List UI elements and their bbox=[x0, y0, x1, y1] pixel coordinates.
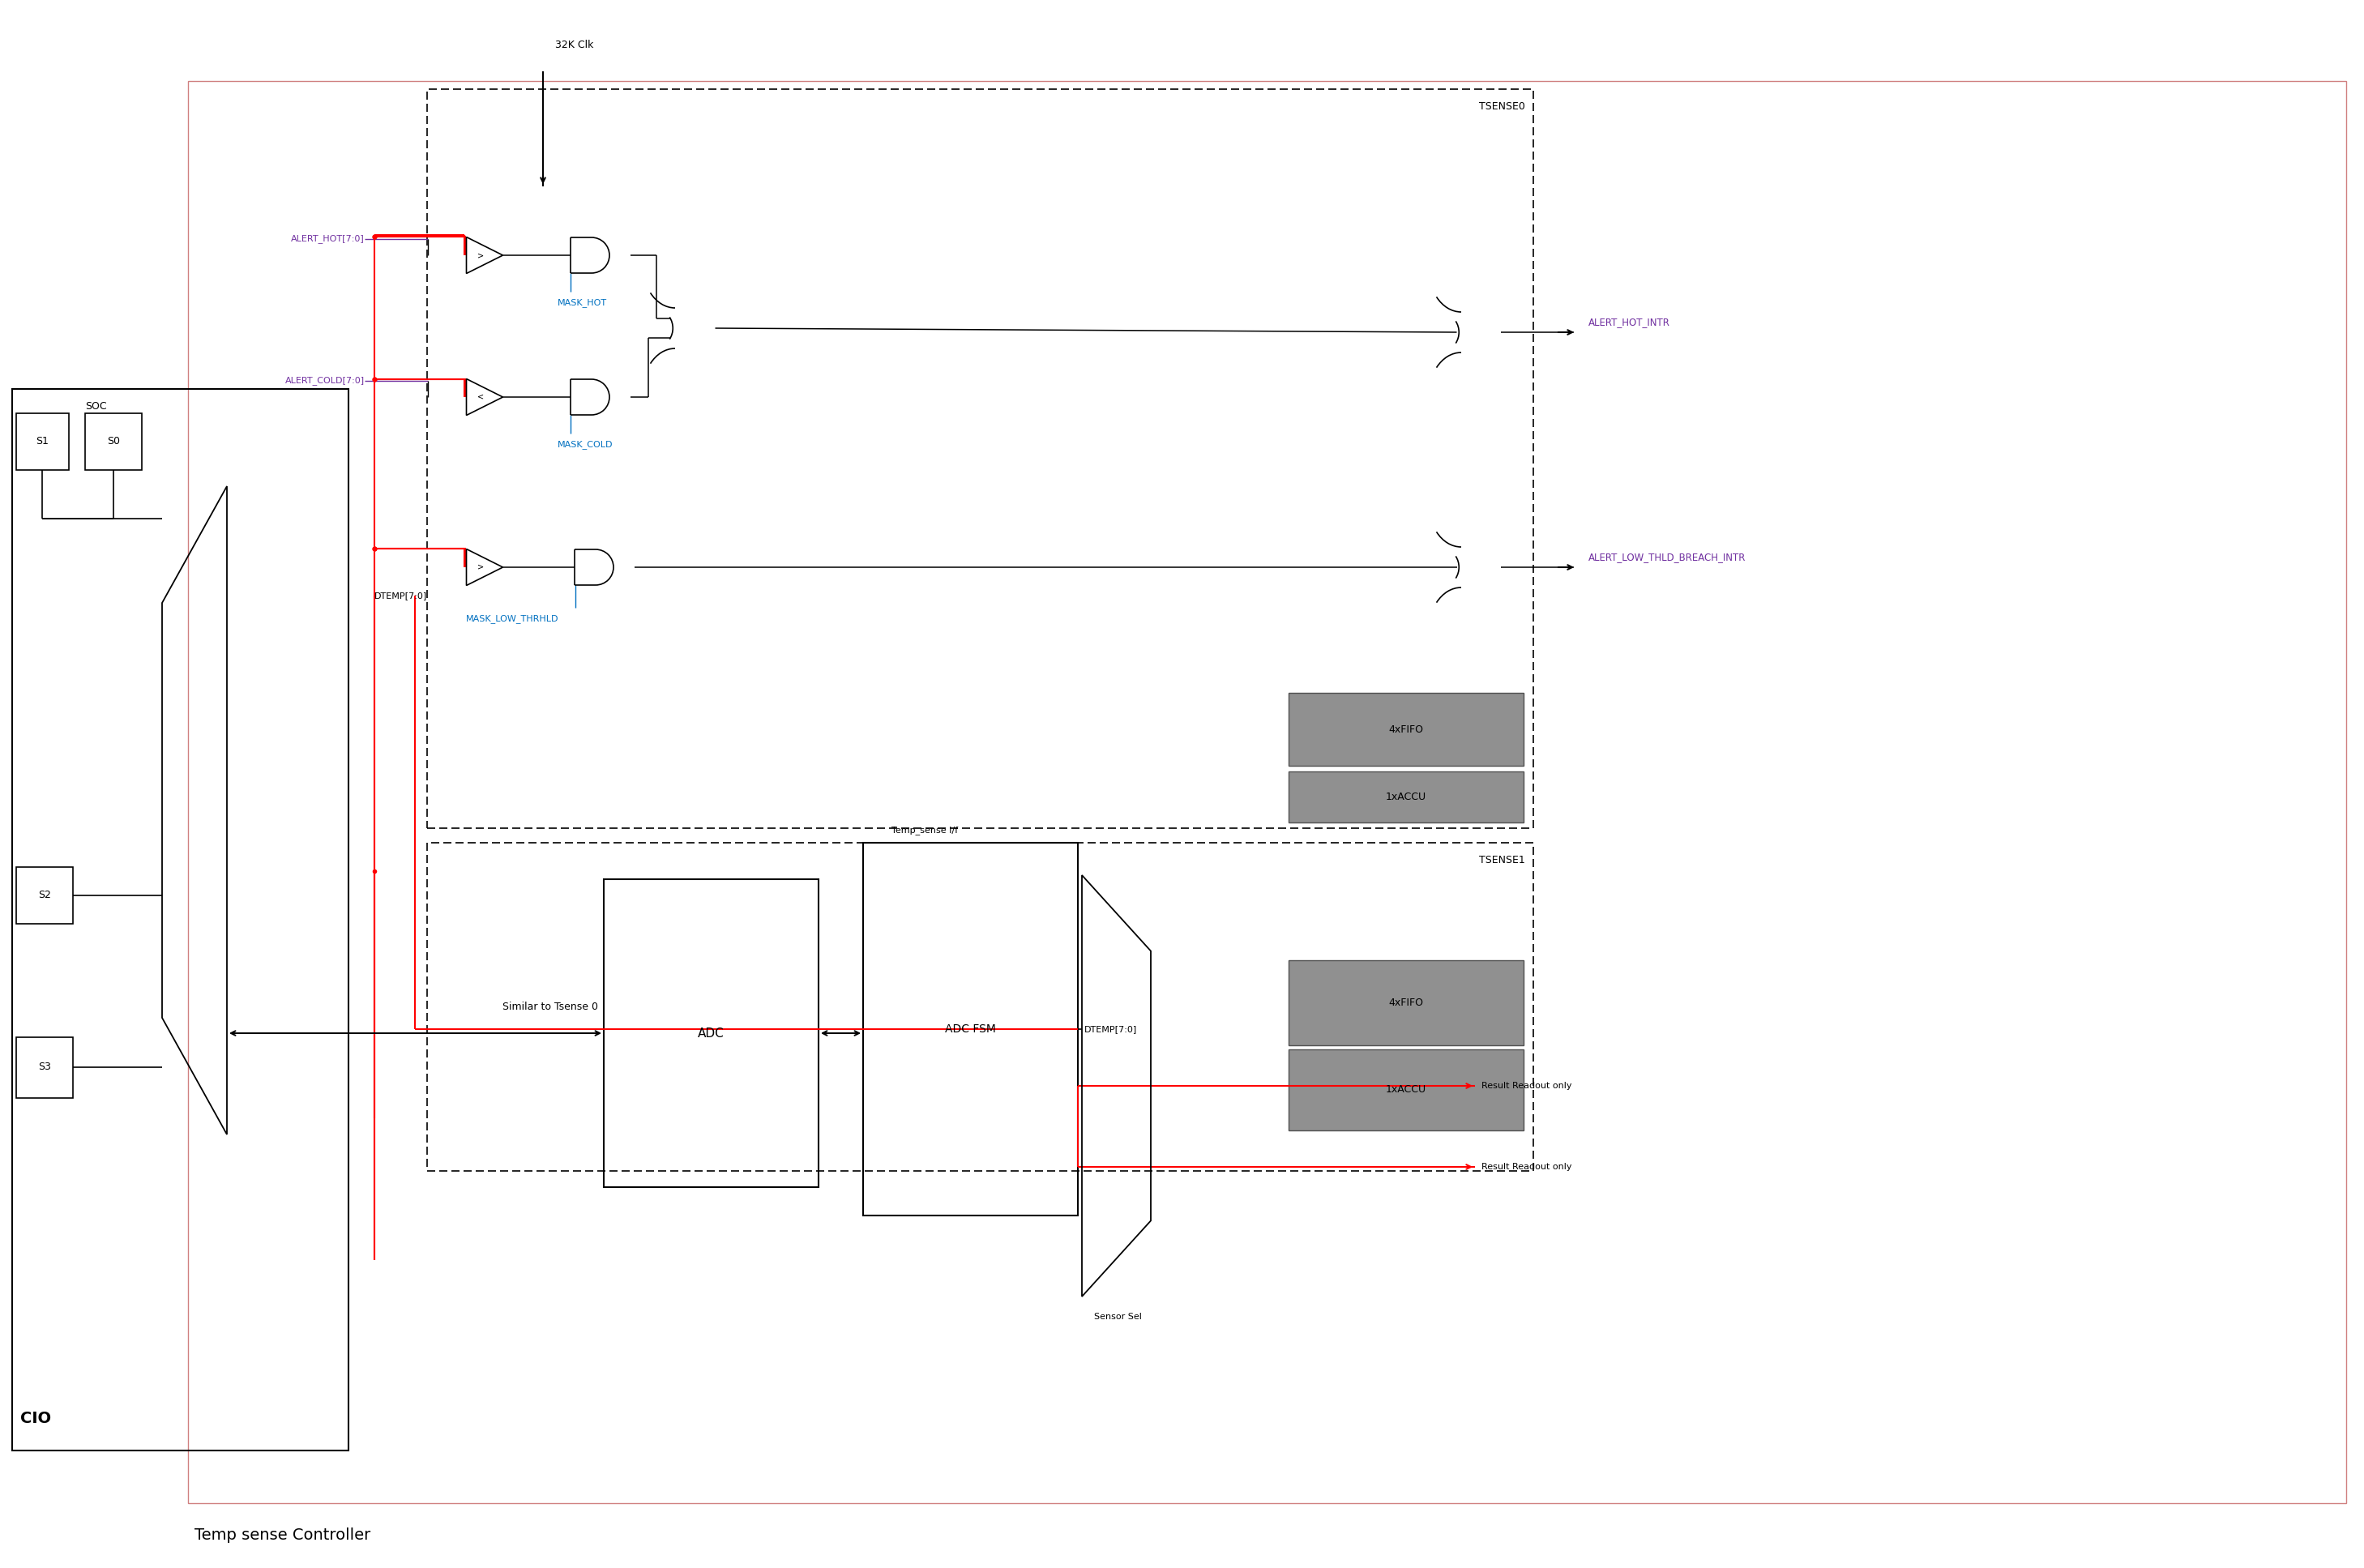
Text: ALERT_HOT_INTR: ALERT_HOT_INTR bbox=[1589, 317, 1671, 328]
Text: <: < bbox=[478, 394, 485, 401]
Bar bbox=[428, 842, 1534, 1171]
Bar bbox=[1288, 1049, 1522, 1131]
Text: Temp sense Controller: Temp sense Controller bbox=[194, 1527, 371, 1543]
Text: S3: S3 bbox=[38, 1062, 52, 1073]
Text: ADC FSM: ADC FSM bbox=[946, 1024, 995, 1035]
Text: 32K Clk: 32K Clk bbox=[556, 39, 593, 50]
Text: 4xFIFO: 4xFIFO bbox=[1388, 997, 1423, 1008]
Text: TSENSE1: TSENSE1 bbox=[1480, 855, 1525, 866]
Text: Similar to Tsense 0: Similar to Tsense 0 bbox=[504, 1002, 598, 1011]
Bar bbox=[1288, 771, 1522, 823]
Text: >: > bbox=[478, 563, 485, 571]
Text: CIO: CIO bbox=[21, 1411, 52, 1427]
Text: 4xFIFO: 4xFIFO bbox=[1388, 724, 1423, 734]
Bar bbox=[603, 880, 818, 1187]
Bar bbox=[17, 414, 69, 470]
Text: TSENSE0: TSENSE0 bbox=[1480, 102, 1525, 111]
Bar bbox=[428, 89, 1534, 828]
Text: MASK_COLD: MASK_COLD bbox=[558, 441, 612, 448]
Text: S2: S2 bbox=[38, 891, 52, 900]
Bar bbox=[1288, 693, 1522, 765]
Text: 1xACCU: 1xACCU bbox=[1385, 1085, 1425, 1094]
Bar bbox=[863, 842, 1078, 1215]
Text: MASK_HOT: MASK_HOT bbox=[558, 298, 608, 307]
Text: Sensor Sel: Sensor Sel bbox=[1095, 1312, 1142, 1320]
Text: ALERT_COLD[7:0]: ALERT_COLD[7:0] bbox=[286, 376, 364, 386]
Bar bbox=[1288, 960, 1522, 1046]
Text: SOC: SOC bbox=[85, 401, 106, 412]
Text: ALERT_HOT[7:0]: ALERT_HOT[7:0] bbox=[291, 235, 364, 243]
Text: DTEMP[7:0]: DTEMP[7:0] bbox=[374, 591, 428, 599]
Text: ADC: ADC bbox=[697, 1027, 723, 1040]
Text: DTEMP[7:0]: DTEMP[7:0] bbox=[1085, 1025, 1137, 1033]
Text: Temp_sense I/f: Temp_sense I/f bbox=[891, 826, 957, 834]
Text: S0: S0 bbox=[106, 436, 121, 447]
Bar bbox=[12, 389, 348, 1450]
Text: MASK_LOW_THRHLD: MASK_LOW_THRHLD bbox=[466, 615, 558, 622]
Bar bbox=[85, 414, 142, 470]
Text: Result Readout only: Result Readout only bbox=[1482, 1163, 1572, 1171]
Bar bbox=[17, 1036, 73, 1098]
Text: ALERT_LOW_THLD_BREACH_INTR: ALERT_LOW_THLD_BREACH_INTR bbox=[1589, 552, 1747, 563]
Text: 1xACCU: 1xACCU bbox=[1385, 792, 1425, 803]
Text: Result Readout only: Result Readout only bbox=[1482, 1082, 1572, 1090]
Text: S1: S1 bbox=[35, 436, 50, 447]
Text: >: > bbox=[478, 251, 485, 259]
Bar bbox=[17, 867, 73, 924]
